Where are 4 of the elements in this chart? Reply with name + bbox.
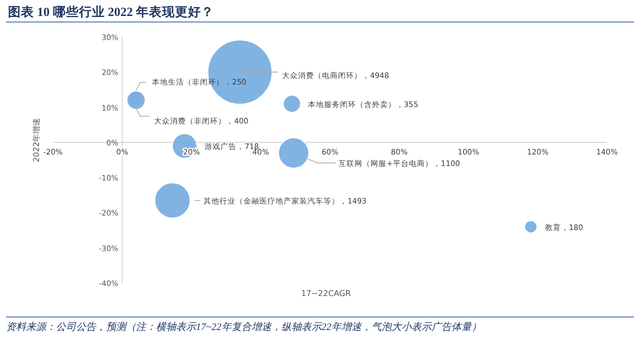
x-axis-title: 17~22CAGR	[301, 289, 352, 298]
text: 资料来源：公司公告，预测（注：横轴表示17~22年复合增速，纵轴表示22年增速，气泡大小表示广告体量）	[6, 320, 482, 335]
y-axis-title: 2022年增速	[32, 118, 41, 162]
chart-title: 图表 10 哪些行业 2022 年表现更好？	[8, 5, 214, 19]
